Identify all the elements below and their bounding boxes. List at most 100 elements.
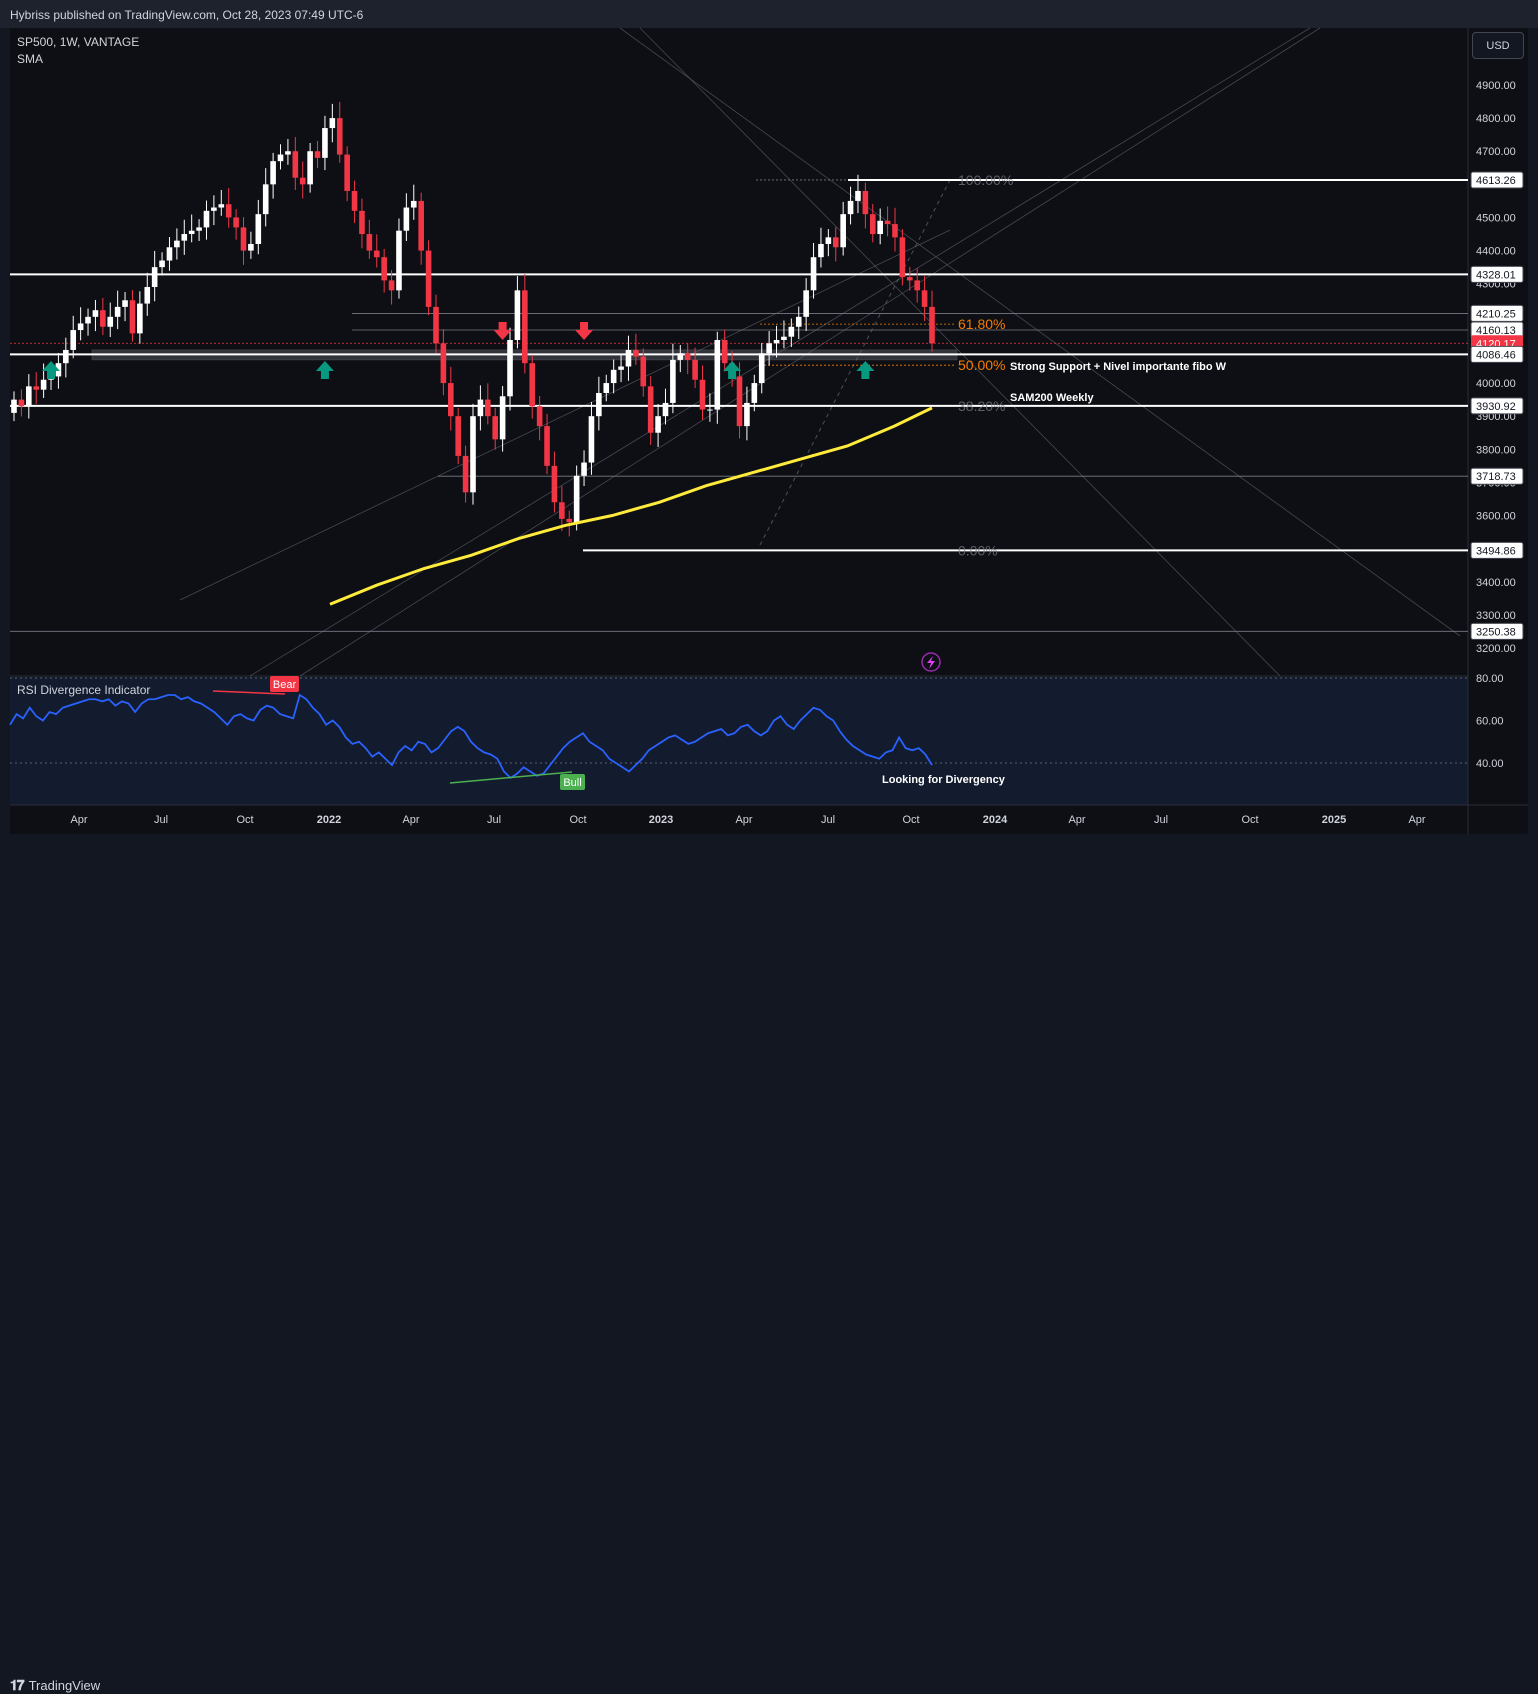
candle-body — [884, 220, 891, 225]
candle-body — [892, 224, 898, 238]
price-badge — [1470, 467, 1524, 485]
candle-body — [507, 340, 513, 397]
time-tick: 2024 — [983, 814, 1008, 826]
symbol-label[interactable]: SP500, 1W, VANTAGE — [17, 35, 140, 49]
brand-name: TradingView — [28, 1678, 101, 1693]
candle-body — [869, 214, 876, 235]
candle-body — [751, 383, 758, 403]
candle-body — [470, 416, 476, 493]
candle-body — [603, 383, 610, 393]
candle-body — [11, 399, 17, 413]
candle-body — [862, 190, 869, 215]
time-tick: 2023 — [649, 814, 673, 826]
time-tick: Oct — [569, 814, 586, 826]
candle-body — [373, 250, 380, 258]
candle-body — [610, 369, 617, 384]
candle-body — [129, 300, 136, 334]
candle-body — [307, 151, 313, 185]
candle-body — [196, 227, 202, 231]
candle-body — [744, 402, 750, 427]
candle-body — [855, 190, 861, 201]
time-tick: Apr — [1068, 814, 1085, 826]
candle-body — [344, 154, 350, 191]
time-tick: 2025 — [1322, 814, 1346, 826]
candle-body — [159, 260, 165, 268]
trend-line — [179, 229, 951, 601]
candle-body — [314, 151, 321, 158]
candle-body — [336, 118, 343, 155]
candle-body — [18, 399, 25, 407]
candle-body — [692, 359, 698, 380]
candle-body — [529, 363, 536, 407]
price-tick: 3600.00 — [1476, 511, 1516, 523]
price-tick: 3400.00 — [1476, 577, 1516, 589]
candle-body — [203, 210, 210, 228]
currency-button[interactable]: USD — [1472, 32, 1524, 59]
rsi-tick: 80.00 — [1476, 673, 1504, 685]
candle-body — [906, 277, 913, 281]
time-tick: Apr — [402, 814, 419, 826]
candle-body — [699, 379, 706, 410]
candle-body — [188, 230, 195, 235]
down-arrow-icon — [493, 322, 512, 340]
price-tick: 4500.00 — [1476, 212, 1516, 224]
rsi-pane-bg — [10, 677, 1468, 805]
candle-body — [544, 426, 550, 466]
up-arrow-icon — [42, 361, 61, 379]
candle-body — [144, 287, 151, 304]
candle-body — [388, 280, 395, 291]
fib-trend-line — [759, 179, 951, 546]
candle-body — [26, 386, 32, 407]
bear-label — [270, 676, 299, 692]
candle-body — [270, 161, 276, 185]
fib-label: 61.80% — [958, 316, 1005, 332]
fib-label: 0.00% — [958, 542, 998, 558]
fib-label: 38.20% — [958, 398, 1005, 414]
price-badge-label: 3250.38 — [1476, 626, 1516, 638]
candle-body — [137, 303, 143, 334]
candle-body — [714, 340, 721, 410]
fib-label: 50.00% — [958, 357, 1005, 373]
candle-body — [233, 217, 239, 228]
rsi-tick: 40.00 — [1476, 758, 1504, 770]
candle-body — [277, 154, 284, 162]
time-tick: Oct — [902, 814, 919, 826]
candle-body — [107, 316, 114, 327]
indicator-label[interactable]: SMA — [17, 52, 44, 66]
candle-body — [447, 383, 454, 417]
time-tick: Jul — [821, 814, 835, 826]
candle-body — [551, 465, 558, 503]
price-badge — [1470, 171, 1524, 189]
bear-label-text: Bear — [273, 679, 297, 691]
candle-body — [299, 177, 306, 185]
bull-label — [560, 774, 585, 790]
candle-body — [410, 200, 417, 208]
price-tick: 4000.00 — [1476, 378, 1516, 390]
candle-body — [455, 416, 461, 456]
candle-body — [758, 353, 765, 384]
candle-body — [921, 290, 928, 307]
candle-body — [151, 267, 158, 288]
candle-body — [588, 416, 595, 463]
candle-body — [825, 237, 832, 244]
candle-body — [899, 237, 906, 278]
candle-body — [499, 396, 506, 440]
sma200-line — [329, 406, 933, 606]
candle-body — [433, 306, 439, 344]
candle-body — [425, 250, 432, 307]
candle-body — [40, 379, 47, 390]
trend-line — [619, 27, 1461, 637]
candle-body — [225, 204, 232, 218]
bear-divergence-line — [212, 690, 286, 695]
candle-body — [662, 402, 669, 417]
fib-label: 100.00% — [958, 172, 1013, 188]
candle-body — [218, 204, 225, 208]
chart-canvas[interactable]: 100.00% 61.80% 50.00% 38.20% 0.00% Strong Sup… — [0, 0, 1538, 869]
lightning-bolt-icon — [927, 656, 935, 669]
candle-body — [633, 349, 639, 357]
candle-body — [618, 366, 624, 370]
annotation-sma: SAM200 Weekly — [1010, 392, 1094, 404]
candle-body — [877, 220, 883, 235]
tradingview-logo[interactable]: 𝟏𝟕 TradingView — [10, 1677, 100, 1694]
candle-body — [559, 502, 565, 519]
